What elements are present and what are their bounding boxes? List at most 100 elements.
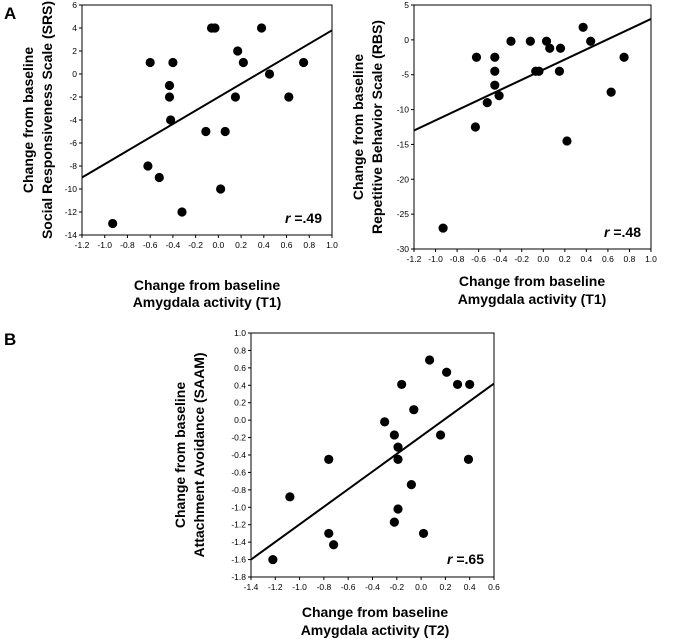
chart-srs-regression-line bbox=[81, 29, 333, 179]
chart-rbs-ylabel: Change from baseline bbox=[350, 54, 366, 200]
chart-rbs-xtick-label: 0.0 bbox=[537, 254, 549, 264]
chart-rbs-xtick-label: -0.8 bbox=[450, 254, 465, 264]
chart-saam-xtick-label: 0.0 bbox=[415, 582, 427, 592]
chart-srs-data-point bbox=[230, 92, 241, 102]
chart-saam-data-point bbox=[435, 430, 446, 440]
chart-saam-xtick-label: -0.2 bbox=[389, 582, 404, 592]
chart-saam-ytick-label: -0.4 bbox=[231, 450, 246, 460]
chart-rbs-data-point bbox=[619, 52, 629, 62]
chart-srs-ytick-label: 4 bbox=[72, 23, 77, 33]
chart-saam-xtick-label: 0.2 bbox=[439, 582, 451, 592]
chart-rbs-data-point bbox=[490, 80, 500, 90]
chart-rbs-xtick-label: -0.6 bbox=[471, 254, 486, 264]
chart-rbs-ytick-label: 5 bbox=[404, 0, 409, 10]
chart-saam-xtick-label: -0.4 bbox=[365, 582, 380, 592]
chart-saam-ytick-label: 0.6 bbox=[234, 363, 246, 373]
chart-saam-data-point bbox=[324, 454, 334, 464]
chart-saam-data-point bbox=[397, 379, 407, 390]
chart-rbs-xtick-label: -0.2 bbox=[514, 254, 529, 264]
chart-srs-data-point bbox=[220, 126, 230, 137]
chart-srs-data-point bbox=[108, 218, 118, 229]
chart-rbs-xtick-label: 0.4 bbox=[580, 254, 592, 264]
chart-srs-data-point bbox=[168, 57, 178, 68]
chart-srs-ytick-label: -2 bbox=[69, 92, 77, 102]
chart-saam-data-point bbox=[324, 528, 334, 539]
chart-rbs-regression-line bbox=[413, 18, 652, 132]
chart-srs-xtick-label: 0.0 bbox=[212, 240, 224, 250]
chart-rbs-ytick-label: -30 bbox=[397, 244, 410, 254]
chart-saam-regression-line bbox=[250, 382, 495, 561]
chart-srs-xtick-label: -1.2 bbox=[75, 240, 90, 250]
chart-srs-data-point bbox=[201, 126, 211, 137]
chart-saam-data-point bbox=[418, 528, 429, 539]
chart-saam-data-point bbox=[393, 504, 403, 514]
chart-srs-data-point bbox=[177, 207, 187, 217]
chart-rbs-ylabel: Repetitive Behavior Scale (RBS) bbox=[369, 20, 385, 234]
chart-rbs-xtick-label: 0.6 bbox=[602, 254, 614, 264]
chart-saam-xlabel: Amygdala activity (T2) bbox=[301, 622, 450, 638]
chart-saam-xtick-label: -0.8 bbox=[317, 582, 332, 592]
chart-rbs-xtick-label: -0.4 bbox=[493, 254, 508, 264]
chart-srs-data-point bbox=[145, 57, 155, 68]
chart-rbs-xlabel: Amygdala activity (T1) bbox=[458, 291, 607, 307]
chart-saam-ylabel: Attachment Avoidance (SAAM) bbox=[191, 352, 207, 557]
chart-saam-ytick-label: 0.2 bbox=[234, 398, 246, 408]
chart-saam-ytick-label: -1.0 bbox=[231, 502, 246, 512]
chart-saam-ytick-label: -0.8 bbox=[231, 485, 246, 495]
chart-saam-ytick-label: 0.8 bbox=[234, 345, 246, 355]
chart-saam-ytick-label: -1.4 bbox=[231, 537, 246, 547]
chart-srs-xtick-label: 0.2 bbox=[235, 240, 247, 250]
chart-saam-ytick-label: -1.2 bbox=[231, 520, 246, 530]
chart-saam-data-point bbox=[409, 405, 419, 415]
chart-srs-ytick-label: 0 bbox=[72, 69, 77, 79]
chart-saam-ytick-label: 1.0 bbox=[234, 328, 246, 338]
chart-saam-xlabel: Change from baseline bbox=[302, 604, 448, 620]
chart-rbs-data-point bbox=[541, 36, 552, 46]
chart-srs-data-point bbox=[256, 23, 267, 33]
chart-saam-data-point bbox=[463, 454, 474, 464]
chart-rbs-r-annotation: r =.48 bbox=[604, 224, 641, 240]
chart-srs-data-point bbox=[238, 57, 248, 68]
chart-saam-ytick-label: -0.6 bbox=[231, 467, 246, 477]
panel-label-a: A bbox=[4, 4, 17, 23]
chart-srs-data-point bbox=[143, 161, 153, 171]
chart-srs-xtick-label: 0.8 bbox=[303, 240, 315, 250]
chart-rbs-xtick-label: 1.0 bbox=[645, 254, 657, 264]
chart-srs-xtick-label: -0.8 bbox=[120, 240, 135, 250]
chart-srs-xtick-label: -0.4 bbox=[166, 240, 181, 250]
chart-rbs-ytick-label: 0 bbox=[404, 35, 409, 45]
chart-rbs-ytick-label: -20 bbox=[397, 174, 410, 184]
chart-srs-ytick-label: -8 bbox=[69, 161, 77, 171]
chart-srs-ytick-label: 2 bbox=[72, 46, 77, 56]
chart-rbs-data-point bbox=[482, 98, 492, 108]
chart-srs-ytick-label: -12 bbox=[65, 207, 78, 217]
chart-srs-ytick-label: -14 bbox=[65, 230, 78, 240]
chart-srs-data-point bbox=[233, 46, 243, 56]
chart-rbs-data-point bbox=[490, 66, 500, 76]
chart-saam-data-point bbox=[380, 417, 390, 427]
chart-srs-xtick-label: -0.2 bbox=[188, 240, 203, 250]
chart-saam-data-point bbox=[393, 454, 403, 464]
chart-rbs-data-point bbox=[586, 36, 596, 46]
chart-rbs-data-point bbox=[471, 52, 482, 62]
chart-rbs-data-point bbox=[470, 122, 481, 132]
chart-saam-ytick-label: -1.8 bbox=[231, 572, 246, 582]
chart-rbs-data-point bbox=[606, 87, 616, 97]
chart-rbs-data-point bbox=[525, 36, 535, 46]
chart-srs-data-point bbox=[284, 92, 294, 102]
chart-srs-xlabel: Change from baseline bbox=[134, 277, 280, 293]
chart-srs-ytick-label: -4 bbox=[69, 115, 77, 125]
chart-srs-data-point bbox=[210, 23, 220, 33]
chart-srs: -1.2 -1.0 -0.8 -0.6 -0.4 -0.2 0.0 0.2 0.4 0.6 0.8 1… bbox=[20, 0, 338, 310]
chart-saam-xtick-label: -1.0 bbox=[292, 582, 307, 592]
chart-saam-data-point bbox=[329, 540, 339, 550]
chart-rbs-ytick-label: -25 bbox=[397, 209, 410, 219]
chart-srs-ylabel: Change from baseline bbox=[20, 47, 36, 193]
chart-saam-xtick-label: 0.6 bbox=[488, 582, 500, 592]
chart-rbs-data-point bbox=[506, 36, 516, 46]
chart-srs-xtick-label: 1.0 bbox=[326, 240, 338, 250]
chart-rbs-data-point bbox=[438, 223, 448, 233]
chart-saam-r-annotation: r =.65 bbox=[447, 551, 484, 567]
chart-rbs-data-point bbox=[562, 136, 572, 146]
chart-srs-data-point bbox=[298, 57, 309, 68]
